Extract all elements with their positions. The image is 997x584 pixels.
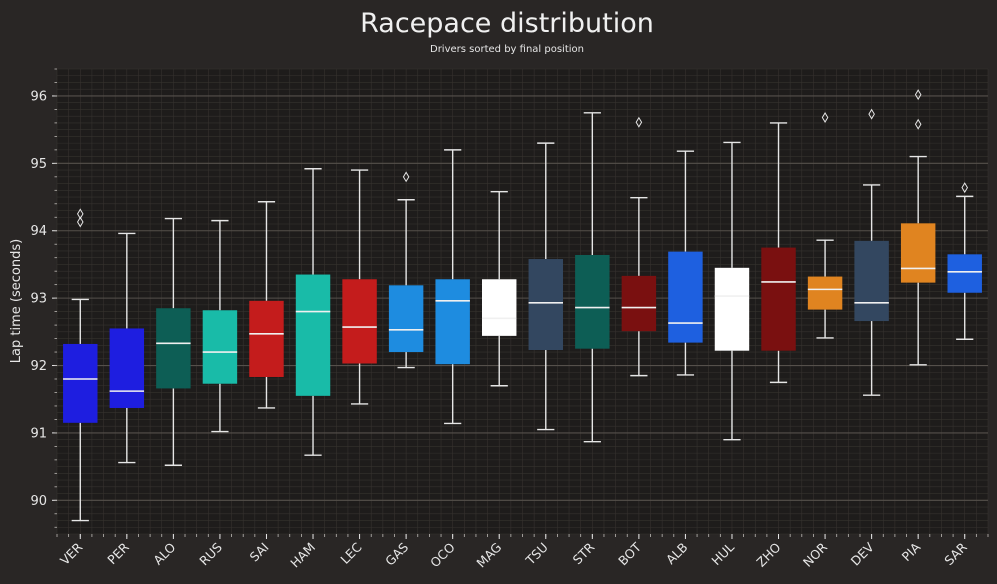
box-bot — [621, 116, 657, 377]
outlier-point — [821, 112, 829, 123]
box-body — [295, 274, 331, 396]
x-tick-label: HUL — [708, 539, 737, 568]
box-hul — [714, 141, 750, 441]
outlier-point — [914, 118, 922, 130]
box-body — [109, 328, 145, 408]
box-oco — [435, 149, 470, 425]
x-tick-label: HAM — [287, 540, 318, 571]
x-tick-label: ZHO — [753, 539, 783, 569]
box-body — [63, 343, 98, 423]
box-alb — [668, 150, 703, 376]
boxes — [63, 89, 982, 522]
chart-title: Racepace distribution — [360, 8, 654, 39]
x-tick-label: MAG — [473, 540, 504, 571]
y-tick-label: 92 — [30, 359, 47, 374]
grid — [56, 68, 989, 535]
x-tick-label: STR — [570, 539, 598, 567]
outlier-point — [914, 89, 922, 101]
box-body — [202, 310, 238, 384]
box-per — [109, 232, 145, 464]
box-body — [714, 267, 750, 351]
box-ver — [63, 208, 98, 522]
x-tick-label: VER — [57, 539, 86, 568]
box-body — [854, 240, 889, 322]
box-rus — [202, 219, 238, 433]
box-body — [575, 255, 610, 349]
box-zho — [761, 122, 796, 384]
outlier-point — [961, 182, 969, 194]
outlier-point — [635, 116, 643, 128]
box-gas — [388, 171, 424, 369]
outlier-point — [76, 216, 84, 228]
box-body — [388, 285, 424, 353]
box-sai — [249, 201, 284, 409]
box-body — [947, 254, 982, 293]
box-ham — [295, 168, 331, 456]
box-body — [435, 279, 470, 365]
box-dev — [854, 108, 889, 396]
box-body — [761, 247, 796, 351]
x-tick-label: ALB — [663, 540, 691, 568]
box-lec — [342, 169, 377, 405]
box-sar — [947, 182, 982, 340]
x-tick-label: BOT — [615, 539, 644, 568]
y-tick-label: 94 — [30, 224, 47, 239]
box-alo — [156, 217, 191, 466]
box-mag — [482, 190, 517, 387]
box-pia — [900, 89, 936, 366]
y-axis-label: Lap time (seconds) — [9, 239, 24, 363]
x-tick-label: RUS — [196, 539, 225, 568]
x-tick-label: TSU — [522, 540, 551, 569]
y-tick-label: 93 — [30, 292, 47, 307]
outlier-point — [76, 208, 84, 220]
box-body — [528, 259, 563, 351]
x-tick-label: SAI — [247, 540, 272, 565]
y-tick-label: 96 — [30, 89, 47, 104]
x-tick-label: DEV — [848, 539, 877, 568]
box-str — [575, 112, 610, 443]
x-tick-label: PER — [104, 539, 132, 567]
box-nor — [807, 112, 843, 339]
y-tick-label: 95 — [30, 157, 47, 172]
box-body — [621, 275, 657, 332]
x-tick-label: OCO — [427, 539, 458, 570]
box-body — [668, 251, 703, 343]
x-tick-label: PIA — [899, 539, 924, 564]
y-tick-label: 90 — [30, 494, 47, 509]
outlier-point — [402, 171, 410, 183]
x-tick-label: NOR — [800, 539, 831, 570]
x-tick-label: ALO — [150, 539, 178, 567]
x-tick-label: GAS — [382, 539, 411, 568]
outlier-point — [868, 108, 875, 120]
box-body — [482, 279, 517, 336]
chart-subtitle: Drivers sorted by final position — [430, 44, 584, 55]
box-body — [342, 279, 377, 364]
x-tick-label: SAR — [941, 539, 970, 568]
box-body — [807, 276, 843, 310]
box-tsu — [528, 142, 563, 431]
y-tick-label: 91 — [30, 426, 47, 441]
box-body — [249, 300, 284, 377]
box-body — [156, 308, 191, 389]
x-tick-label: LEC — [337, 539, 364, 566]
box-body — [900, 223, 936, 283]
